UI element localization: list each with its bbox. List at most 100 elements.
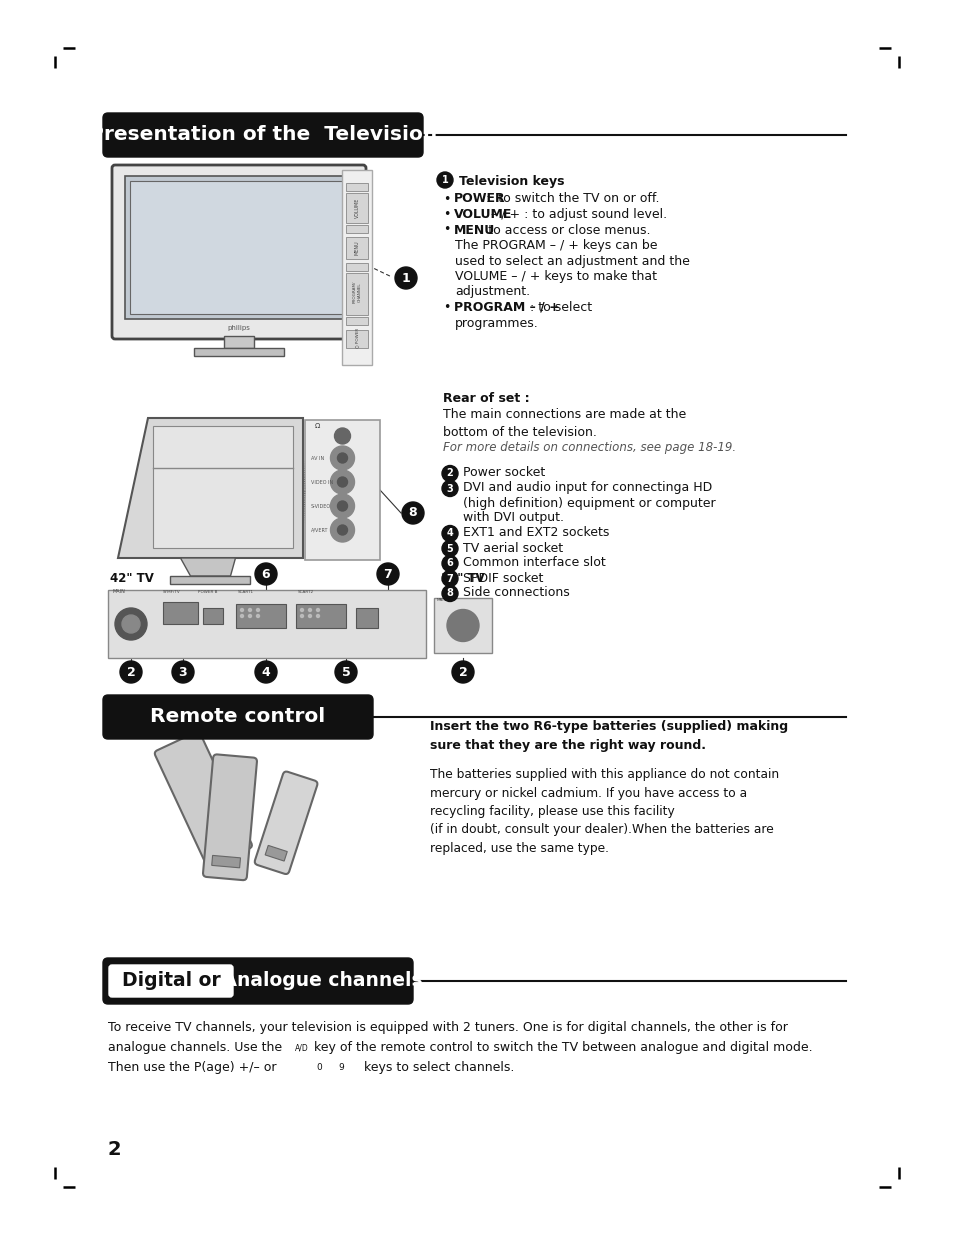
Text: :  to switch the TV on or off.: : to switch the TV on or off. — [481, 193, 659, 205]
Bar — [171, 576, 251, 584]
Text: 3: 3 — [446, 483, 453, 494]
Circle shape — [441, 480, 457, 496]
Polygon shape — [180, 558, 235, 576]
Text: VOLUME: VOLUME — [355, 198, 359, 219]
Bar — [346, 273, 368, 315]
Text: Analogue channels: Analogue channels — [215, 972, 422, 990]
Text: 1: 1 — [401, 272, 410, 284]
Text: VOLUME – / + keys to make that: VOLUME – / + keys to make that — [455, 270, 657, 283]
Text: 37" TV: 37" TV — [440, 572, 484, 585]
Text: Power socket: Power socket — [462, 467, 545, 479]
Bar — [346, 193, 368, 224]
Circle shape — [441, 556, 457, 572]
Circle shape — [240, 609, 243, 611]
Bar — [193, 348, 284, 356]
Text: For more details on connections, see page 18-19.: For more details on connections, see pag… — [442, 441, 736, 454]
Bar — [130, 182, 348, 314]
Text: POWER: POWER — [454, 193, 505, 205]
Text: 6: 6 — [261, 568, 270, 580]
Circle shape — [172, 661, 193, 683]
Circle shape — [332, 1058, 350, 1077]
Text: 42" TV: 42" TV — [110, 572, 153, 585]
Text: Then use the P(age) +/– or: Then use the P(age) +/– or — [108, 1061, 276, 1074]
Text: used to select an adjustment and the: used to select an adjustment and the — [455, 254, 689, 268]
Circle shape — [254, 661, 276, 683]
Text: : to select: : to select — [526, 301, 592, 314]
Text: The PROGRAM – / + keys can be: The PROGRAM – / + keys can be — [455, 240, 657, 252]
FancyBboxPatch shape — [103, 112, 422, 157]
Text: MAINS: MAINS — [436, 598, 450, 601]
Text: 8: 8 — [408, 506, 416, 520]
Text: Common interface slot: Common interface slot — [462, 557, 605, 569]
Bar — [108, 590, 426, 658]
Text: •: • — [442, 207, 450, 221]
Text: TV aerial socket: TV aerial socket — [462, 541, 562, 555]
Text: MENU: MENU — [454, 224, 495, 236]
Bar — [212, 856, 240, 868]
Text: The main connections are made at the
bottom of the television.: The main connections are made at the bot… — [442, 408, 685, 440]
Text: programmes.: programmes. — [455, 316, 538, 330]
Bar — [346, 225, 368, 233]
Text: Digital or: Digital or — [121, 972, 220, 990]
Text: 9: 9 — [337, 1063, 343, 1072]
Circle shape — [248, 615, 252, 618]
Text: 7: 7 — [383, 568, 392, 580]
Text: To receive TV channels, your television is equipped with 2 tuners. One is for di: To receive TV channels, your television … — [108, 1021, 787, 1034]
Bar — [224, 336, 253, 348]
Text: VIDEO IN: VIDEO IN — [311, 479, 333, 484]
Text: 0: 0 — [315, 1063, 321, 1072]
Circle shape — [401, 501, 423, 524]
FancyBboxPatch shape — [154, 732, 252, 867]
Circle shape — [120, 661, 142, 683]
Bar — [346, 263, 368, 270]
Text: philips: philips — [228, 325, 251, 331]
Bar — [341, 170, 372, 366]
Text: 8: 8 — [446, 589, 453, 599]
FancyBboxPatch shape — [254, 772, 317, 874]
Circle shape — [115, 608, 147, 640]
Text: SYMF/TV: SYMF/TV — [163, 590, 180, 594]
Bar — [235, 604, 286, 629]
Circle shape — [441, 466, 457, 482]
Circle shape — [248, 609, 252, 611]
Text: : to access or close menus.: : to access or close menus. — [476, 224, 650, 236]
Text: A/D: A/D — [294, 1044, 309, 1052]
Bar — [295, 604, 346, 629]
Circle shape — [335, 661, 356, 683]
Bar — [346, 330, 368, 348]
Text: AV IN: AV IN — [311, 456, 324, 461]
Circle shape — [122, 615, 140, 634]
Circle shape — [337, 453, 347, 463]
Circle shape — [316, 615, 319, 618]
Circle shape — [330, 471, 355, 494]
Bar — [206, 830, 240, 853]
Text: 4: 4 — [446, 529, 453, 538]
Text: POWER B: POWER B — [198, 590, 217, 594]
Circle shape — [330, 517, 355, 542]
FancyBboxPatch shape — [109, 965, 233, 997]
Circle shape — [310, 1058, 328, 1077]
Text: 7: 7 — [446, 573, 453, 583]
Text: SPDIF socket: SPDIF socket — [462, 572, 543, 584]
Text: 2: 2 — [458, 666, 467, 678]
Circle shape — [308, 609, 312, 611]
Text: analogue channels. Use the: analogue channels. Use the — [108, 1041, 282, 1053]
Text: SCART2: SCART2 — [297, 590, 314, 594]
Text: MENU: MENU — [355, 241, 359, 256]
Text: VOLUME: VOLUME — [454, 207, 512, 221]
Text: •: • — [442, 301, 450, 314]
Text: with DVI output.: with DVI output. — [462, 511, 563, 525]
FancyBboxPatch shape — [203, 755, 256, 881]
Circle shape — [240, 615, 243, 618]
Text: adjustment.: adjustment. — [455, 285, 530, 299]
Bar — [203, 608, 223, 624]
Text: SCART1: SCART1 — [237, 590, 253, 594]
Bar — [434, 598, 492, 653]
Text: key of the remote control to switch the TV between analogue and digital mode.: key of the remote control to switch the … — [314, 1041, 812, 1053]
Circle shape — [376, 563, 398, 585]
Text: 5: 5 — [341, 666, 350, 678]
Circle shape — [337, 477, 347, 487]
Circle shape — [441, 571, 457, 587]
Text: Ω: Ω — [314, 424, 320, 429]
Text: DVI and audio input for connectinga HD: DVI and audio input for connectinga HD — [462, 482, 712, 494]
